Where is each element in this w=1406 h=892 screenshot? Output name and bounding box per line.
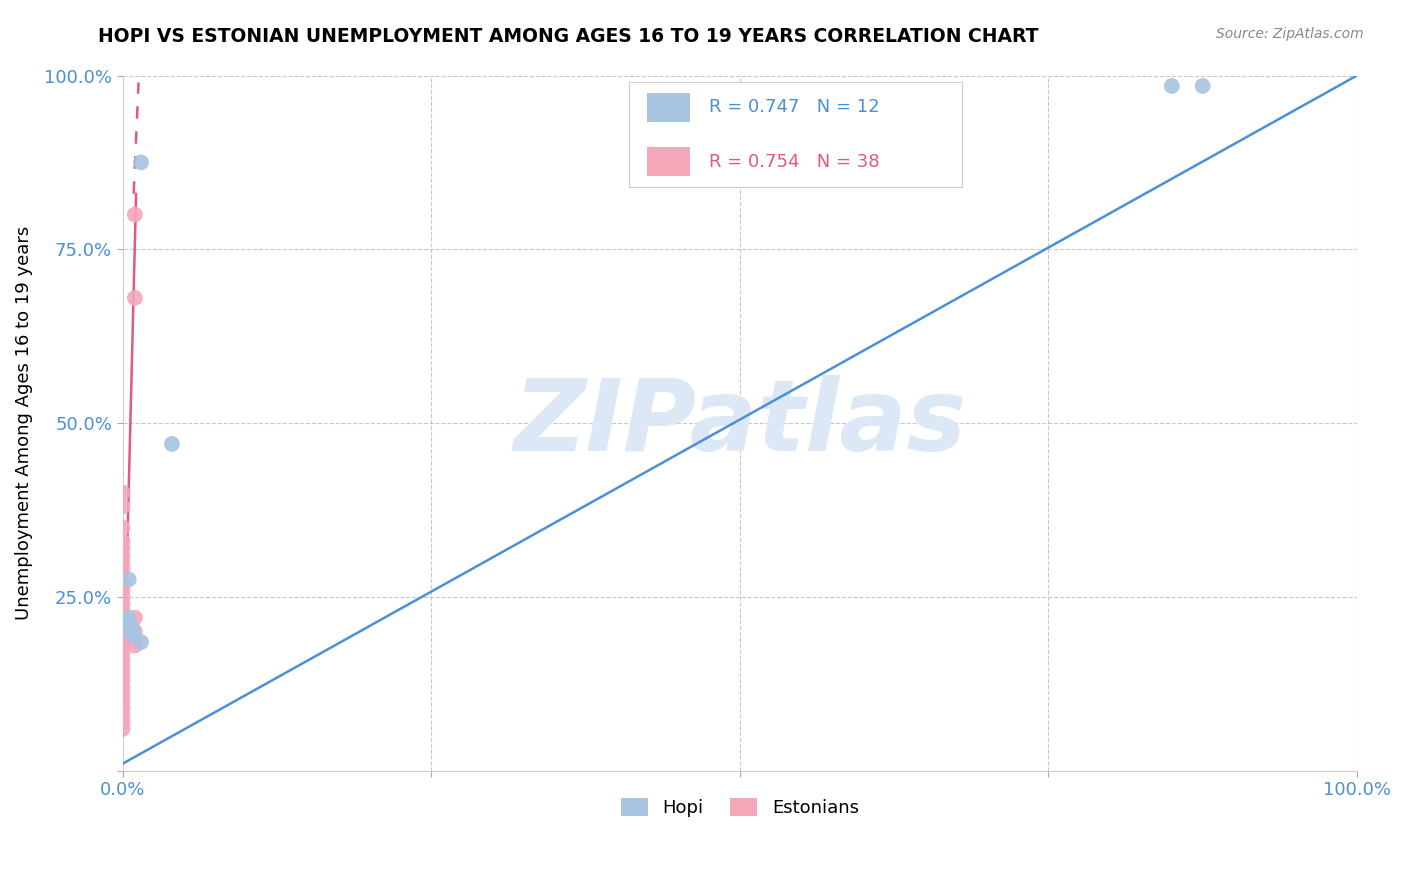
Point	[111, 624, 134, 639]
Point	[124, 632, 146, 646]
Point	[121, 628, 143, 642]
Point	[111, 611, 134, 625]
Point	[111, 500, 134, 514]
Point	[111, 687, 134, 701]
Point	[111, 604, 134, 618]
Point	[124, 611, 146, 625]
Point	[124, 639, 146, 653]
FancyBboxPatch shape	[647, 93, 690, 122]
Text: ZIPatlas: ZIPatlas	[513, 375, 966, 472]
Text: R = 0.754   N = 38: R = 0.754 N = 38	[709, 153, 880, 170]
Point	[124, 291, 146, 305]
Point	[160, 437, 183, 451]
Point	[111, 701, 134, 715]
Point	[111, 646, 134, 660]
Point	[111, 632, 134, 646]
Point	[111, 520, 134, 534]
Point	[111, 624, 134, 639]
Point	[111, 555, 134, 569]
FancyBboxPatch shape	[628, 82, 962, 186]
Point	[111, 485, 134, 500]
Point	[111, 694, 134, 708]
Point	[111, 582, 134, 597]
Point	[111, 673, 134, 688]
Point	[118, 617, 141, 632]
Legend: Hopi, Estonians: Hopi, Estonians	[613, 790, 866, 824]
Point	[121, 621, 143, 635]
Point	[118, 614, 141, 628]
Point	[111, 680, 134, 694]
Point	[124, 208, 146, 222]
Point	[118, 611, 141, 625]
Point	[111, 666, 134, 681]
Point	[111, 714, 134, 729]
Point	[111, 597, 134, 611]
Point	[1160, 78, 1182, 93]
Y-axis label: Unemployment Among Ages 16 to 19 years: Unemployment Among Ages 16 to 19 years	[15, 226, 32, 620]
Point	[111, 562, 134, 576]
Point	[111, 548, 134, 562]
Point	[111, 541, 134, 556]
Point	[111, 617, 134, 632]
Text: Source: ZipAtlas.com: Source: ZipAtlas.com	[1216, 27, 1364, 41]
Point	[111, 534, 134, 549]
Point	[111, 576, 134, 591]
Point	[129, 635, 152, 649]
Point	[1191, 78, 1213, 93]
Point	[129, 155, 152, 169]
Point	[121, 624, 143, 639]
Point	[111, 639, 134, 653]
FancyBboxPatch shape	[647, 147, 690, 177]
Point	[124, 624, 146, 639]
Text: R = 0.747   N = 12: R = 0.747 N = 12	[709, 98, 880, 117]
Point	[111, 652, 134, 666]
Point	[111, 659, 134, 673]
Point	[111, 708, 134, 723]
Point	[111, 611, 134, 625]
Text: HOPI VS ESTONIAN UNEMPLOYMENT AMONG AGES 16 TO 19 YEARS CORRELATION CHART: HOPI VS ESTONIAN UNEMPLOYMENT AMONG AGES…	[98, 27, 1039, 45]
Point	[118, 573, 141, 587]
Point	[111, 590, 134, 604]
Point	[111, 722, 134, 736]
